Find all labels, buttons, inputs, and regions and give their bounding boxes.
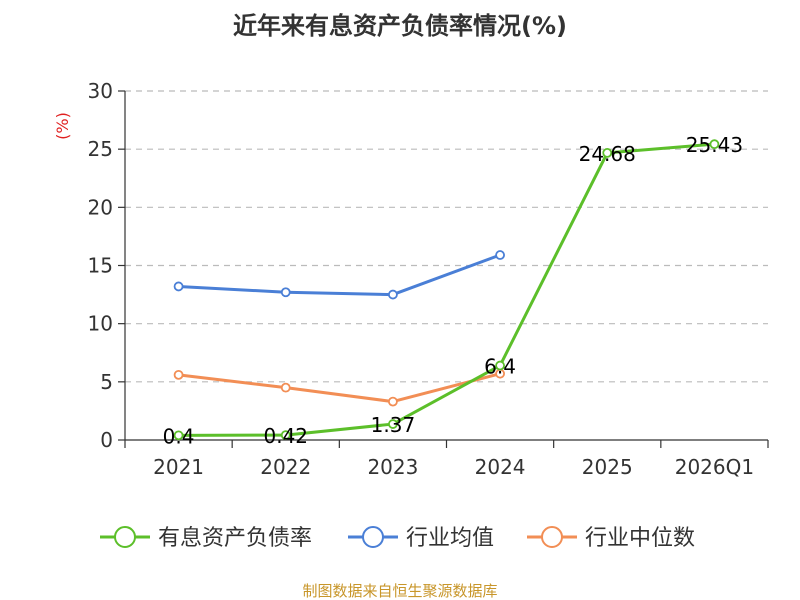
data-label: 25.43 — [686, 133, 743, 157]
y-tick-label: 0 — [100, 428, 113, 452]
data-point — [388, 289, 398, 300]
x-tick-label: 2022 — [260, 455, 311, 479]
data-point — [495, 250, 505, 260]
grid-lines — [125, 90, 768, 383]
legend-label: 行业均值 — [406, 526, 494, 551]
x-tick-label: 2025 — [582, 455, 633, 479]
data-point — [173, 281, 184, 292]
data-label: 0.4 — [163, 424, 195, 448]
x-tick-label: 2026Q1 — [675, 455, 754, 479]
data-point — [280, 430, 291, 441]
legend-marker — [114, 526, 136, 548]
data-point — [388, 419, 398, 429]
data-point — [280, 287, 291, 298]
data-point — [173, 430, 184, 441]
series-line — [178, 372, 501, 404]
y-tick-label: 30 — [88, 79, 113, 103]
series-line — [178, 253, 501, 297]
data-label: 1.37 — [371, 413, 416, 437]
legend-marker — [541, 526, 563, 548]
legend-marker — [362, 526, 384, 548]
y-axis-label: (%) — [53, 112, 72, 140]
data-label: 24.68 — [579, 142, 636, 166]
x-tick-label: 2021 — [153, 455, 204, 479]
data-point — [280, 382, 291, 393]
legend-label: 有息资产负债率 — [158, 526, 312, 551]
data-point — [709, 139, 720, 150]
data-point — [495, 360, 505, 371]
y-tick-label: 25 — [88, 137, 113, 161]
data-point — [602, 147, 613, 158]
series-line — [178, 142, 715, 437]
x-tick-label: 2023 — [367, 455, 418, 479]
legend: 有息资产负债率 行业均值 行业中位数 — [100, 526, 695, 551]
source-note: 制图数据来自恒生聚源数据库 — [302, 582, 497, 600]
y-tick-label: 10 — [88, 312, 113, 336]
data-labels: 0.4 0.42 1.37 6.4 24.68 25.43 — [163, 133, 743, 448]
series-layer — [173, 139, 720, 441]
legend-label: 行业中位数 — [585, 526, 695, 551]
y-tick-label: 5 — [100, 370, 113, 394]
x-tick-label: 2024 — [475, 455, 526, 479]
y-tick-label: 15 — [88, 254, 113, 278]
data-point — [173, 369, 184, 380]
data-point — [388, 396, 398, 407]
chart-title: 近年来有息资产负债率情况(%) — [233, 12, 567, 40]
data-label: 0.42 — [263, 424, 308, 448]
y-tick-label: 20 — [88, 195, 113, 219]
data-label: 6.4 — [484, 355, 516, 379]
